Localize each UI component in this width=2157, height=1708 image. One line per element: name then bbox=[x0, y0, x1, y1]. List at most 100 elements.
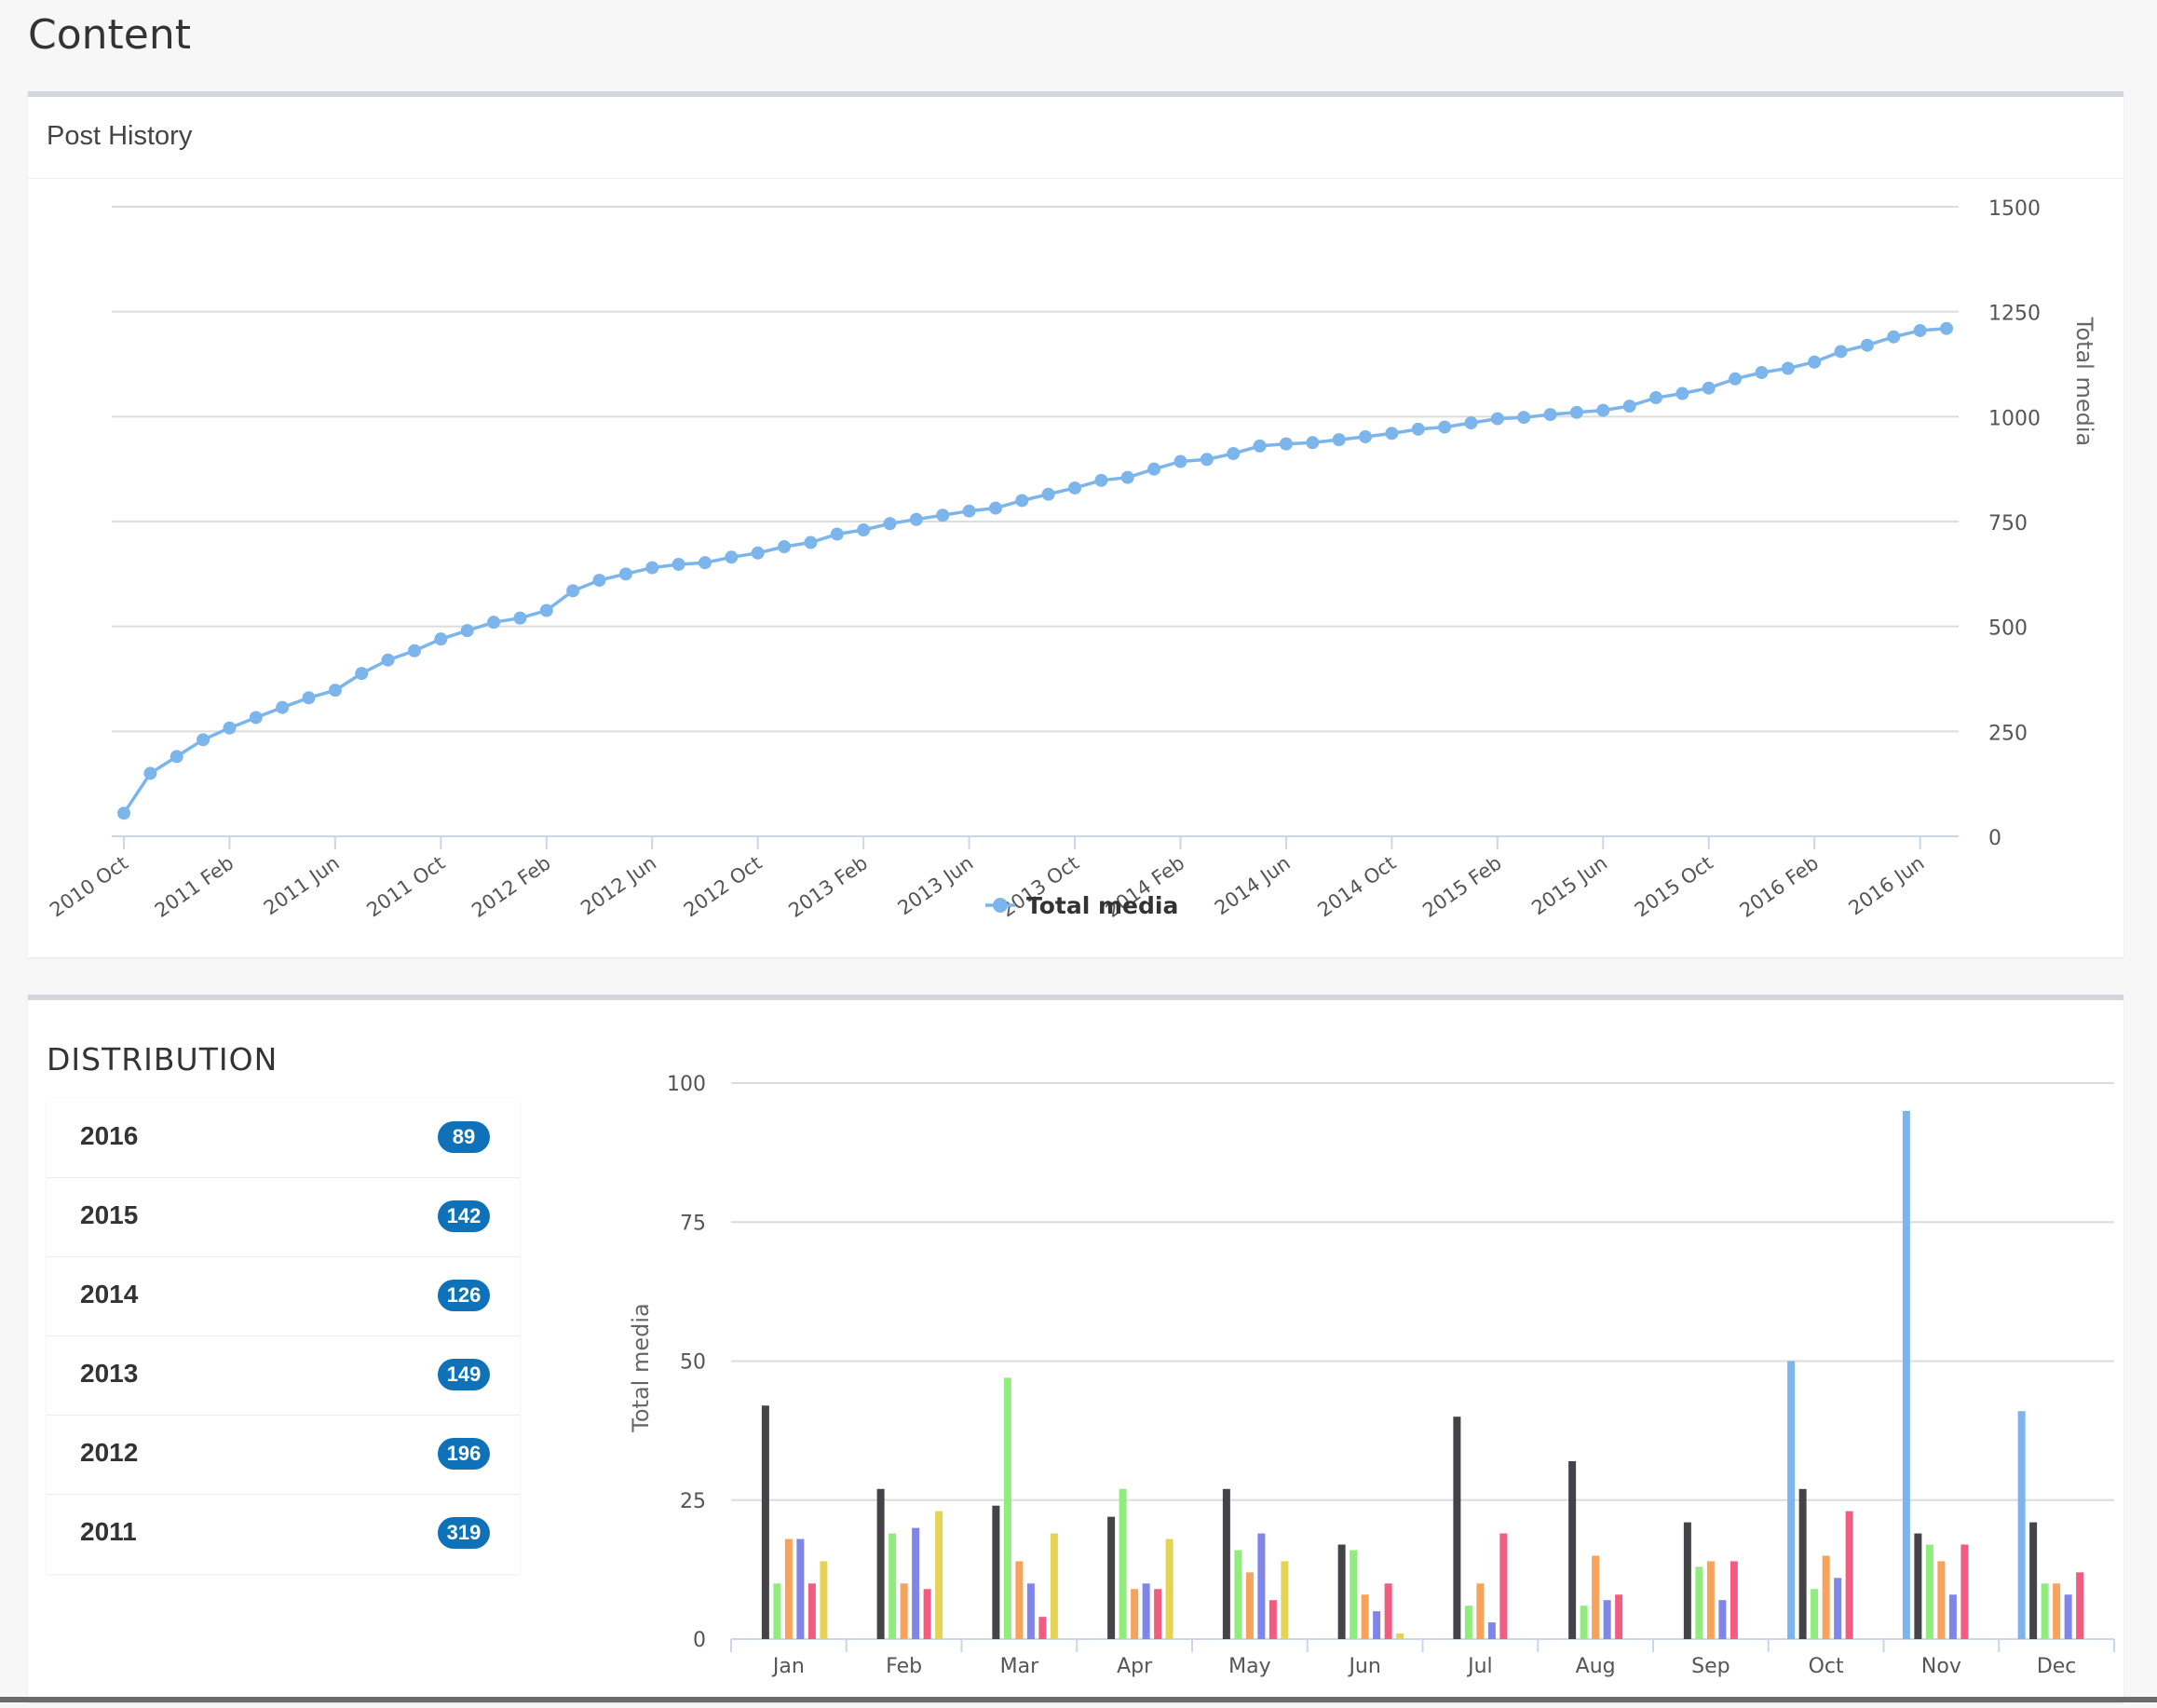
y-tick-label: 75 bbox=[680, 1212, 706, 1235]
bar bbox=[2076, 1572, 2084, 1639]
y-tick-label: 25 bbox=[680, 1490, 706, 1513]
y-tick-label: 1000 bbox=[1988, 407, 2041, 430]
y-tick-label: 100 bbox=[667, 1073, 706, 1096]
x-tick-label: 2011 Oct bbox=[362, 851, 449, 921]
bar bbox=[1361, 1594, 1369, 1639]
data-point bbox=[1913, 323, 1927, 337]
data-point bbox=[1411, 422, 1425, 436]
data-point bbox=[1094, 473, 1108, 487]
data-point bbox=[725, 550, 739, 564]
y-tick-label: 750 bbox=[1988, 512, 2028, 535]
bar bbox=[1154, 1589, 1162, 1639]
bar bbox=[1718, 1600, 1727, 1639]
x-tick-label: 2011 Jun bbox=[260, 851, 344, 919]
x-tick-label: Feb bbox=[886, 1655, 922, 1678]
data-point bbox=[1068, 481, 1082, 495]
data-point bbox=[1200, 453, 1214, 467]
year-list-item[interactable]: 2011 319 bbox=[47, 1495, 520, 1574]
data-point bbox=[830, 527, 844, 541]
bar bbox=[1615, 1594, 1623, 1639]
bottom-strip bbox=[0, 1697, 2157, 1702]
y-tick-label: 250 bbox=[1988, 722, 2028, 745]
data-point bbox=[355, 667, 369, 681]
bar bbox=[1603, 1600, 1611, 1639]
data-point bbox=[804, 535, 818, 549]
data-point bbox=[672, 557, 685, 571]
bar bbox=[2017, 1411, 2026, 1639]
count-badge: 89 bbox=[438, 1121, 490, 1153]
year-list-item[interactable]: 2012 196 bbox=[47, 1416, 520, 1495]
legend-marker bbox=[993, 898, 1008, 913]
data-point bbox=[1490, 412, 1504, 426]
bar bbox=[1960, 1544, 1969, 1639]
bar bbox=[1268, 1600, 1277, 1639]
bar bbox=[1165, 1539, 1173, 1639]
data-point bbox=[328, 684, 342, 698]
year-list-item[interactable]: 2015 142 bbox=[47, 1178, 520, 1257]
data-point bbox=[434, 632, 448, 646]
bar bbox=[923, 1589, 931, 1639]
data-point bbox=[1120, 470, 1134, 484]
x-tick-label: 2013 Feb bbox=[785, 851, 872, 921]
year-list-item[interactable]: 2013 149 bbox=[47, 1336, 520, 1416]
data-point bbox=[566, 584, 580, 598]
data-point bbox=[962, 504, 976, 518]
data-point bbox=[1808, 355, 1822, 369]
legend: Total media bbox=[985, 892, 1178, 919]
data-point bbox=[1649, 391, 1663, 405]
data-point bbox=[117, 807, 130, 820]
bar bbox=[1845, 1511, 1853, 1639]
bar bbox=[1925, 1544, 1933, 1639]
bar bbox=[1914, 1533, 1922, 1639]
bar bbox=[876, 1488, 885, 1639]
data-point bbox=[1041, 487, 1055, 501]
bar bbox=[1281, 1561, 1289, 1639]
bar bbox=[1107, 1516, 1116, 1639]
bar bbox=[1464, 1606, 1472, 1639]
data-point bbox=[1569, 405, 1583, 419]
year-list-item[interactable]: 2014 126 bbox=[47, 1257, 520, 1336]
data-point bbox=[460, 624, 474, 638]
x-tick-label: 2013 Jun bbox=[894, 851, 978, 919]
bar bbox=[889, 1533, 897, 1639]
x-tick-label: Sep bbox=[1691, 1655, 1730, 1678]
bar bbox=[1050, 1533, 1058, 1639]
data-point bbox=[1464, 416, 1478, 430]
bar bbox=[2053, 1583, 2061, 1639]
bar bbox=[1453, 1417, 1461, 1639]
x-tick-label: Apr bbox=[1117, 1655, 1153, 1678]
data-point bbox=[197, 733, 210, 747]
data-point bbox=[513, 611, 527, 625]
bar bbox=[935, 1511, 943, 1639]
data-point bbox=[751, 546, 765, 560]
data-point bbox=[592, 574, 606, 588]
bar bbox=[2029, 1522, 2038, 1639]
data-point bbox=[1860, 338, 1874, 352]
post-history-title: Post History bbox=[28, 97, 2123, 179]
data-point bbox=[1306, 436, 1320, 450]
bar bbox=[992, 1505, 1000, 1639]
bar bbox=[1592, 1555, 1600, 1639]
year-list: 2016 89 2015 142 2014 126 2013 149 2012 … bbox=[47, 1099, 520, 1574]
data-point bbox=[1887, 330, 1901, 344]
data-point bbox=[302, 691, 316, 705]
data-point bbox=[1622, 400, 1636, 413]
data-point bbox=[618, 567, 632, 581]
bar bbox=[1937, 1561, 1946, 1639]
x-tick-label: 2014 Jun bbox=[1211, 851, 1295, 919]
bar bbox=[1337, 1544, 1346, 1639]
year-list-item[interactable]: 2016 89 bbox=[47, 1099, 520, 1178]
bar bbox=[807, 1583, 816, 1639]
year-label: 2012 bbox=[80, 1438, 139, 1467]
page-title: Content bbox=[28, 11, 191, 59]
bar bbox=[1038, 1617, 1047, 1639]
data-point bbox=[936, 508, 950, 522]
bar bbox=[1026, 1583, 1035, 1639]
data-point bbox=[1173, 454, 1187, 468]
x-tick-label: 2011 Feb bbox=[151, 851, 237, 921]
year-label: 2011 bbox=[80, 1517, 137, 1546]
y-axis-title: Total media bbox=[628, 1303, 654, 1432]
bar bbox=[2041, 1583, 2049, 1639]
bar bbox=[820, 1561, 828, 1639]
data-point bbox=[223, 721, 237, 735]
